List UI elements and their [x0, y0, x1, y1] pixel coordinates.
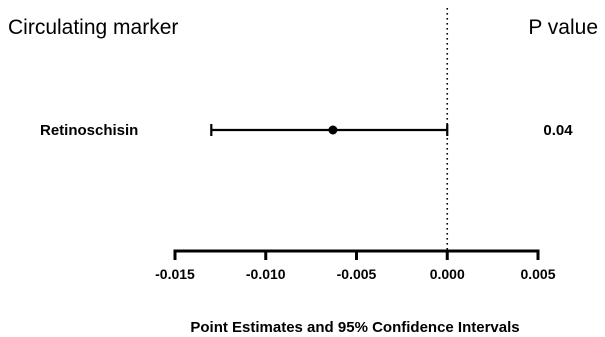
x-tick-label: 0.005: [520, 266, 555, 282]
x-tick-label: 0.000: [430, 266, 465, 282]
x-axis-ticks: -0.015 -0.010 -0.005 0.000 0.005: [155, 251, 556, 282]
point-estimate: [328, 125, 338, 135]
p-value: 0.04: [543, 122, 573, 139]
forest-row: Retinoschisin 0.04: [40, 122, 573, 139]
row-label: Retinoschisin: [40, 122, 138, 139]
x-tick-label: -0.005: [337, 266, 377, 282]
x-tick-label: -0.015: [155, 266, 195, 282]
column-header-marker: Circulating marker: [8, 16, 178, 39]
forest-rows: Retinoschisin 0.04: [40, 122, 573, 139]
x-axis-label: Point Estimates and 95% Confidence Inter…: [190, 319, 519, 336]
x-tick-label: -0.010: [246, 266, 286, 282]
column-header-p-value: P value: [528, 16, 598, 39]
